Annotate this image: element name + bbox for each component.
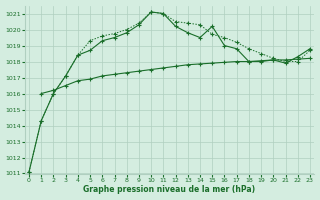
X-axis label: Graphe pression niveau de la mer (hPa): Graphe pression niveau de la mer (hPa)	[84, 185, 256, 194]
